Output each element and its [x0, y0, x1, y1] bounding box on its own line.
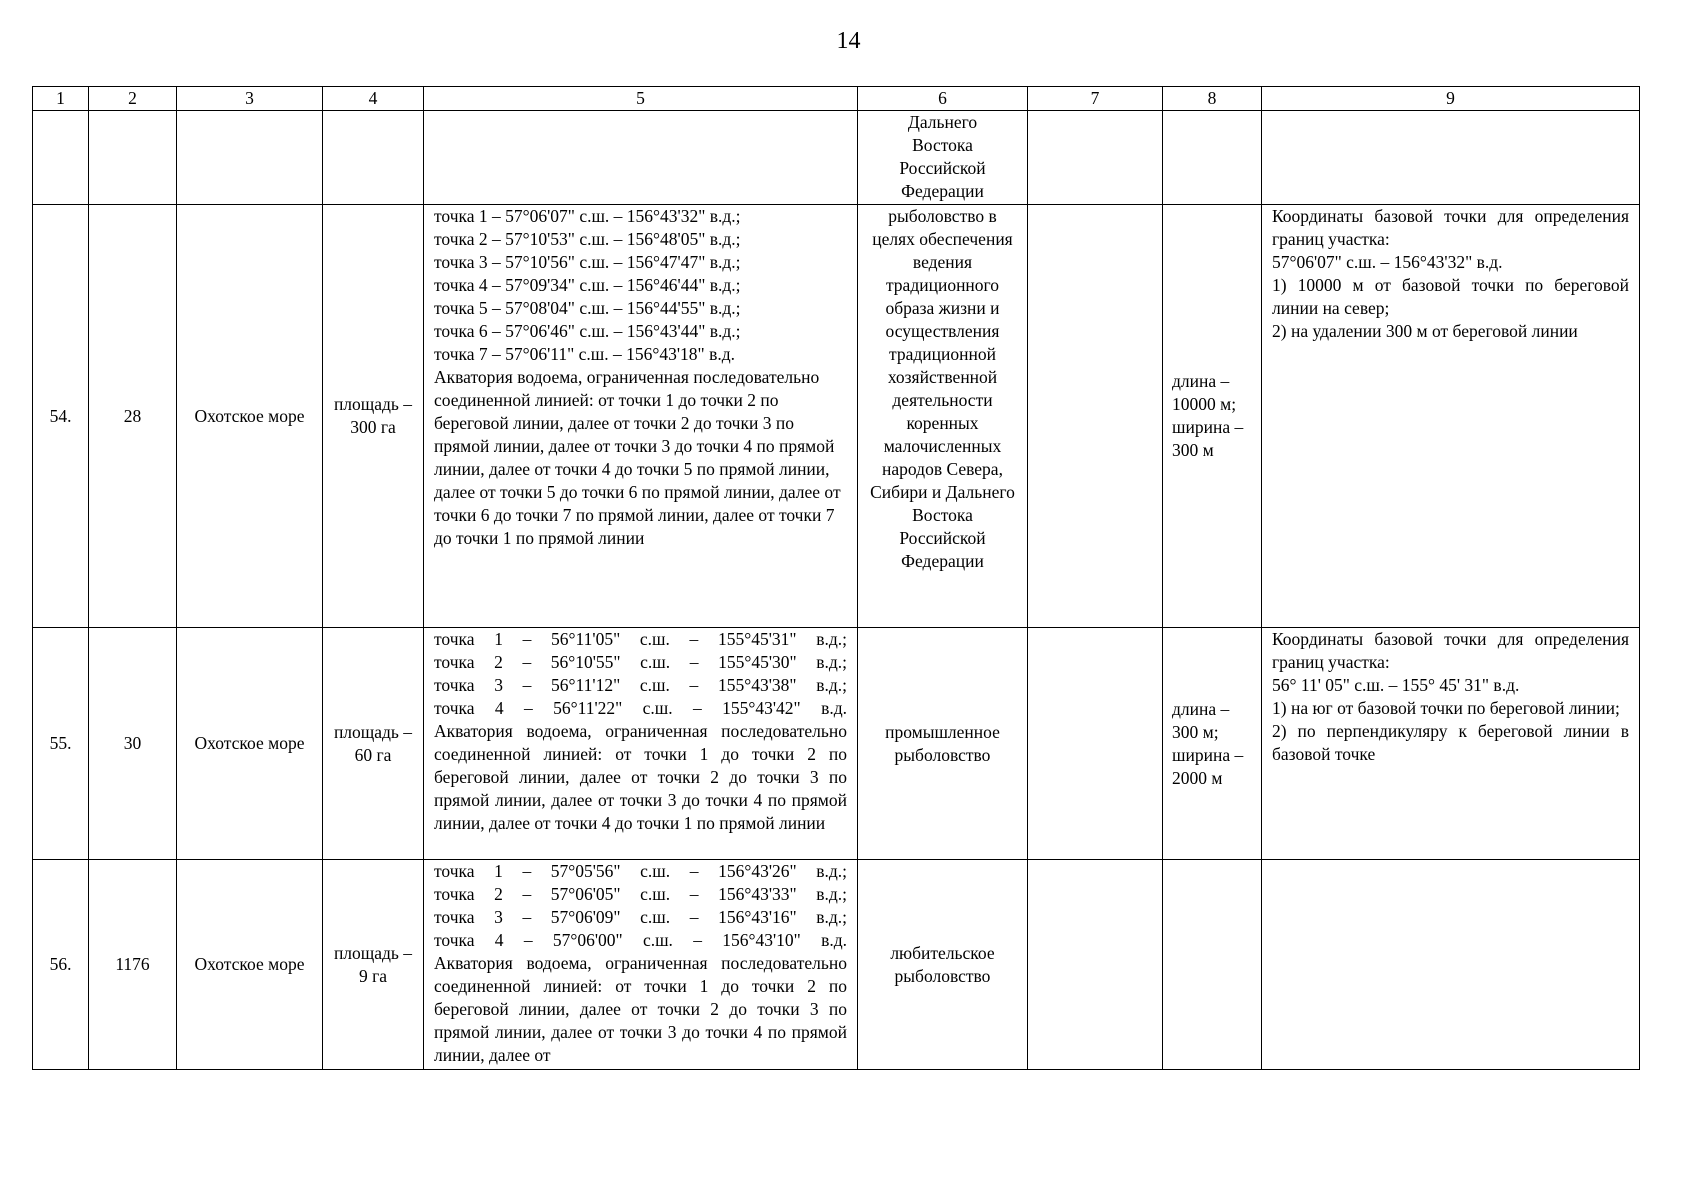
point-coordinate: точка 1 – 57°05'56" с.ш. – 156°43'26" в.… [434, 861, 847, 881]
cell-water-body: Охотское море [176, 627, 323, 860]
cell-area: площадь – 60 га [322, 627, 424, 860]
point-coordinate: точка 3 – 57°10'56" с.ш. – 156°47'47" в.… [434, 252, 741, 272]
text-line: 2) по перпендикуляру к береговой линии в… [1272, 721, 1629, 764]
boundary-description: Акватория водоема, ограниченная последов… [434, 367, 841, 548]
page-number: 14 [836, 28, 861, 54]
point-coordinate: точка 4 – 57°09'34" с.ш. – 156°46'44" в.… [434, 275, 741, 295]
text-line: 2) на удалении 300 м от береговой линии [1272, 321, 1578, 341]
column-header: 4 [322, 86, 424, 111]
point-coordinate: точка 2 – 57°06'05" с.ш. – 156°43'33" в.… [434, 884, 847, 904]
text-line: Дальнего [907, 112, 978, 132]
point-coordinate: точка 3 – 56°11'12" с.ш. – 155°43'38" в.… [434, 675, 847, 695]
text-line: Российской [899, 158, 986, 178]
cell-number: 55. [32, 627, 89, 860]
text-line: 57°06'07" с.ш. – 156°43'32" в.д. [1272, 252, 1503, 272]
point-coordinate: точка 1 – 56°11'05" с.ш. – 155°45'31" в.… [434, 629, 847, 649]
cell-empty [1027, 627, 1163, 860]
boundary-description: Акватория водоема, ограниченная последов… [434, 953, 847, 1065]
cell-boundaries: точка 1 – 56°11'05" с.ш. – 155°45'31" в.… [423, 627, 858, 860]
text-line: Координаты базовой точки для определения… [1272, 206, 1629, 249]
text-line: Федерации [901, 181, 984, 201]
text-line: 1) 10000 м от базовой точки по береговой… [1272, 275, 1629, 318]
cell-purpose: Дальнего Востока Российской Федерации [857, 110, 1028, 205]
cell-empty [1027, 859, 1163, 1070]
table-row: 56. 1176 Охотское море площадь – 9 га то… [32, 859, 1640, 1070]
point-coordinate: точка 5 – 57°08'04" с.ш. – 156°44'55" в.… [434, 298, 741, 318]
text-line: 1) на юг от базовой точки по береговой л… [1272, 698, 1620, 718]
column-header: 7 [1027, 86, 1163, 111]
cell-boundaries: точка 1 – 57°06'07" с.ш. – 156°43'32" в.… [423, 204, 858, 628]
column-header: 1 [32, 86, 89, 111]
cell-area: площадь – 9 га [322, 859, 424, 1070]
point-coordinate: точка 2 – 57°10'53" с.ш. – 156°48'05" в.… [434, 229, 741, 249]
cell-area: площадь – 300 га [322, 204, 424, 628]
cell-base-point: Координаты базовой точки для определения… [1261, 204, 1640, 628]
cell-water-body: Охотское море [176, 204, 323, 628]
cell-number: 54. [32, 204, 89, 628]
cell-base-point [1261, 859, 1640, 1070]
cell-code: 1176 [88, 859, 177, 1070]
continuation-row: Дальнего Востока Российской Федерации [32, 110, 1640, 205]
column-number-row: 1 2 3 4 5 6 7 8 9 [32, 86, 1640, 111]
cell-dimensions: длина – 300 м; ширина – 2000 м [1162, 627, 1262, 860]
text-line: 56° 11' 05" с.ш. – 155° 45' 31" в.д. [1272, 675, 1520, 695]
cell-boundaries: точка 1 – 57°05'56" с.ш. – 156°43'26" в.… [423, 859, 858, 1070]
cell-base-point: Координаты базовой точки для определения… [1261, 627, 1640, 860]
point-coordinate: точка 4 – 56°11'22" с.ш. – 155°43'42" в.… [434, 698, 847, 718]
point-coordinate: точка 2 – 56°10'55" с.ш. – 155°45'30" в.… [434, 652, 847, 672]
column-header: 3 [176, 86, 323, 111]
cell-number: 56. [32, 859, 89, 1070]
cell-purpose: промышленное рыболовство [857, 627, 1028, 860]
cell-code: 30 [88, 627, 177, 860]
boundary-description: Акватория водоема, ограниченная последов… [434, 721, 847, 833]
cell-code: 28 [88, 204, 177, 628]
cell-water-body: Охотское море [176, 859, 323, 1070]
table-row: 55. 30 Охотское море площадь – 60 га точ… [32, 627, 1640, 860]
text-line: Востока [912, 135, 973, 155]
point-coordinate: точка 6 – 57°06'46" с.ш. – 156°43'44" в.… [434, 321, 741, 341]
text-line: Координаты базовой точки для определения… [1272, 629, 1629, 672]
column-header: 6 [857, 86, 1028, 111]
point-coordinate: точка 1 – 57°06'07" с.ш. – 156°43'32" в.… [434, 206, 741, 226]
column-header: 8 [1162, 86, 1262, 111]
point-coordinate: точка 3 – 57°06'09" с.ш. – 156°43'16" в.… [434, 907, 847, 927]
column-header: 5 [423, 86, 858, 111]
point-coordinate: точка 7 – 57°06'11" с.ш. – 156°43'18" в.… [434, 344, 735, 364]
data-table: 1 2 3 4 5 6 7 8 9 Дальнего Востока Росси… [32, 86, 1640, 1070]
cell-dimensions [1162, 859, 1262, 1070]
cell-purpose: любительское рыболовство [857, 859, 1028, 1070]
column-header: 2 [88, 86, 177, 111]
cell-empty [1027, 204, 1163, 628]
table-row: 54. 28 Охотское море площадь – 300 га то… [32, 204, 1640, 628]
point-coordinate: точка 4 – 57°06'00" с.ш. – 156°43'10" в.… [434, 930, 847, 950]
column-header: 9 [1261, 86, 1640, 111]
cell-dimensions: длина – 10000 м; ширина – 300 м [1162, 204, 1262, 628]
cell-purpose: рыболовство в целях обеспечения ведения … [857, 204, 1028, 628]
